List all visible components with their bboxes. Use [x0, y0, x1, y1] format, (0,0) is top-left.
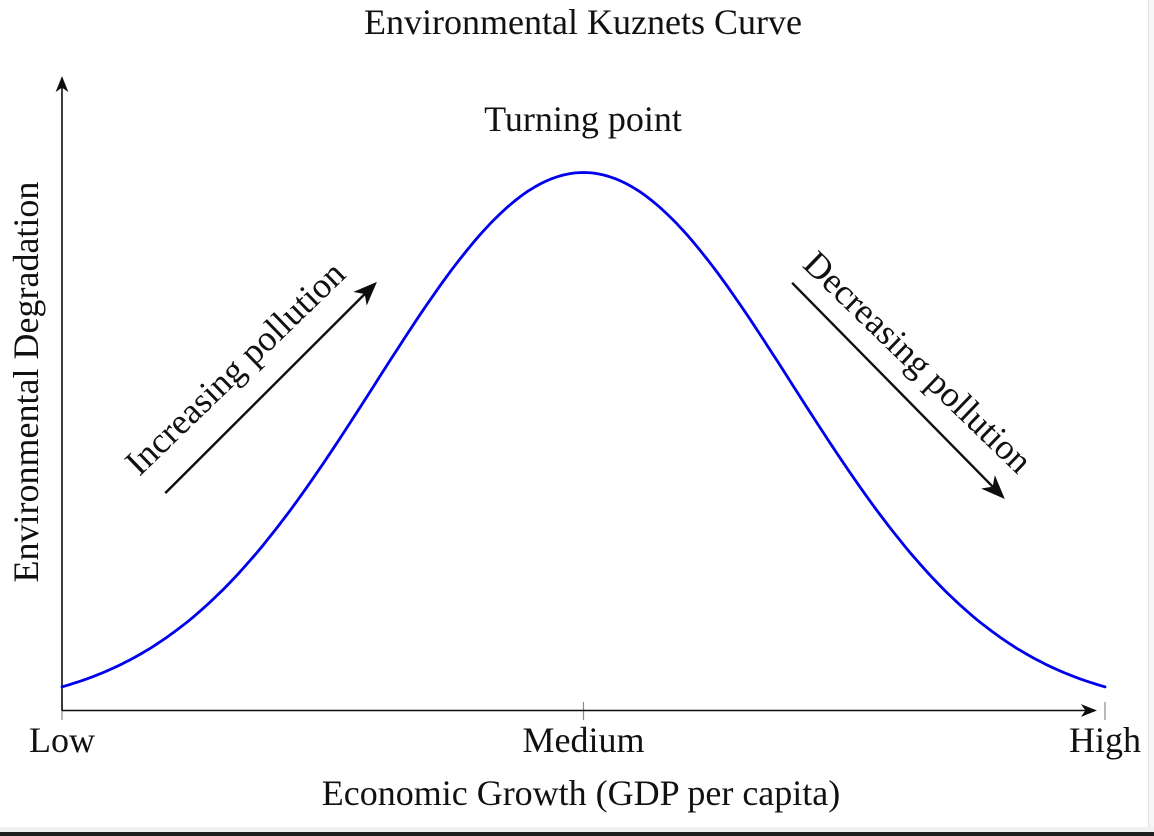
- chart-title: Environmental Kuznets Curve: [364, 2, 802, 42]
- kuznets-curve-line: [60, 171, 1107, 689]
- window-bottom-edge: [0, 827, 1154, 832]
- increasing-pollution-arrow: [164, 281, 377, 494]
- decreasing-pollution-arrow: [791, 281, 1005, 499]
- x-tick-label-low: Low: [29, 720, 95, 760]
- x-axis-title: Economic Growth (GDP per capita): [321, 773, 841, 813]
- window-right-edge: [1148, 0, 1154, 832]
- x-tick-label-medium: Medium: [522, 720, 645, 760]
- turning-point-label: Turning point: [484, 99, 682, 139]
- x-tick-label-high: High: [1069, 720, 1141, 760]
- window-bottom-bar: [0, 832, 1154, 836]
- y-axis-title: Environmental Degradation: [6, 181, 46, 583]
